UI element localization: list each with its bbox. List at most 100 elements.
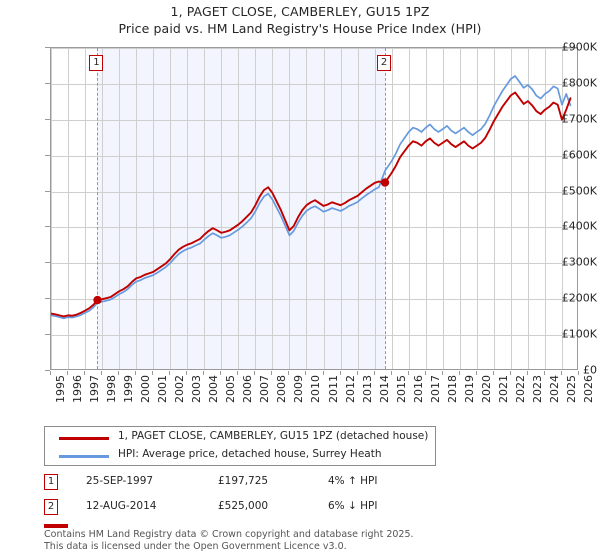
gridline-vertical (102, 48, 103, 369)
gridline-horizontal (51, 156, 577, 157)
y-axis-tick (45, 334, 50, 335)
series-lines (51, 75, 572, 320)
x-axis-tick-label: 2020 (479, 375, 493, 403)
transaction-hpi-delta: 4% ↑ HPI (328, 475, 378, 487)
y-axis-tick-label: £700K (561, 112, 597, 126)
y-axis-tick (45, 47, 50, 48)
y-axis-tick-label: £400K (561, 219, 597, 233)
gridline-vertical (136, 48, 137, 369)
page-title: 1, PAGET CLOSE, CAMBERLEY, GU15 1PZ (170, 4, 430, 19)
gridline-vertical (477, 48, 478, 369)
x-axis-tick-label: 2013 (360, 375, 374, 403)
x-axis-tick-label: 2015 (394, 375, 408, 403)
x-axis-tick (425, 371, 426, 375)
x-axis-tick (50, 371, 51, 375)
transaction-price: £197,725 (218, 475, 269, 487)
y-axis-tick (45, 119, 50, 120)
x-axis-tick (578, 371, 579, 375)
y-axis-tick (45, 83, 50, 84)
x-axis-tick-label: 2021 (496, 375, 510, 403)
y-axis-tick (45, 370, 50, 371)
x-axis-tick (152, 371, 153, 375)
y-axis-tick-label: £600K (561, 148, 597, 162)
page-subtitle: Price paid vs. HM Land Registry's House … (118, 21, 482, 36)
transaction-date: 25-SEP-1997 (86, 475, 154, 487)
x-axis-tick (391, 371, 392, 375)
x-axis-tick (493, 371, 494, 375)
y-axis-tick (45, 298, 50, 299)
gridline-vertical (409, 48, 410, 369)
x-axis-tick-label: 1995 (54, 375, 67, 403)
legend-row-series2: HPI: Average price, detached house, Surr… (45, 446, 435, 466)
x-axis-labels: 1995 1996 1997 1998 1999 2000 2001 2002 2003 2004… (50, 371, 595, 411)
x-axis-tick-label: 2001 (156, 375, 170, 403)
x-axis-tick (527, 371, 528, 375)
x-axis-tick-label: 2003 (190, 375, 204, 403)
gridline-vertical (375, 48, 376, 369)
footer-licence: This data is licensed under the Open Gov… (44, 541, 347, 552)
transaction-marker-line (97, 48, 99, 369)
x-axis-tick-label: 2011 (326, 375, 340, 403)
table-row[interactable]: 1 25-SEP-1997 £197,725 4% ↑ HPI (44, 474, 444, 496)
x-axis-tick-label: 2024 (547, 375, 561, 403)
gridline-vertical (443, 48, 444, 369)
x-axis-tick-label: 2007 (258, 375, 272, 403)
transaction-marker-badge[interactable]: 2 (377, 55, 391, 71)
x-axis-tick (254, 371, 255, 375)
legend-row-series1: 1, PAGET CLOSE, CAMBERLEY, GU15 1PZ (det… (45, 428, 435, 448)
gridline-vertical (272, 48, 273, 369)
x-axis-tick (186, 371, 187, 375)
x-axis-tick-label: 1996 (71, 375, 85, 403)
x-axis-tick-label: 2017 (428, 375, 442, 403)
gridline-horizontal (51, 84, 577, 85)
x-axis-tick-label: 2014 (377, 375, 391, 403)
transaction-index-badge: 1 (44, 474, 58, 490)
x-axis-tick (510, 371, 511, 375)
gridline-vertical (306, 48, 307, 369)
x-axis-tick (544, 371, 545, 375)
y-axis-tick-label: £900K (561, 40, 597, 54)
plot-area (50, 47, 578, 370)
series-line (51, 75, 572, 320)
x-axis-tick (84, 371, 85, 375)
ownership-period-band (97, 48, 385, 369)
x-axis-tick-label: 2018 (445, 375, 459, 403)
x-axis-tick (169, 371, 170, 375)
transaction-marker-badge[interactable]: 1 (89, 55, 104, 71)
gridline-vertical (392, 48, 393, 369)
gridline-vertical (85, 48, 86, 369)
transaction-date: 12-AUG-2014 (86, 500, 157, 512)
x-axis-tick (237, 371, 238, 375)
gridline-vertical (562, 48, 563, 369)
gridline-vertical (358, 48, 359, 369)
gridline-vertical (545, 48, 546, 369)
x-axis-tick-label: 2023 (530, 375, 544, 403)
x-axis-tick (220, 371, 221, 375)
x-axis-tick-label: 2019 (462, 375, 476, 403)
footer-accent-bar (44, 524, 68, 528)
transaction-point[interactable] (380, 178, 390, 187)
x-axis-tick-label: 2004 (207, 375, 221, 403)
transaction-point[interactable] (93, 295, 102, 305)
x-axis-tick-label: 2002 (173, 375, 187, 403)
x-axis-tick (323, 371, 324, 375)
gridline-vertical (289, 48, 290, 369)
x-axis-tick-label: 2009 (292, 375, 306, 403)
gridline-horizontal (51, 120, 577, 121)
x-axis-tick (374, 371, 375, 375)
x-axis-tick-label: 2008 (275, 375, 289, 403)
gridline-vertical (511, 48, 512, 369)
gridline-vertical (238, 48, 239, 369)
chart-legend: 1, PAGET CLOSE, CAMBERLEY, GU15 1PZ (det… (44, 426, 436, 466)
table-row[interactable]: 2 12-AUG-2014 £525,000 6% ↓ HPI (44, 499, 444, 521)
x-axis-tick (408, 371, 409, 375)
gridline-vertical (324, 48, 325, 369)
x-axis-tick-label: 2022 (513, 375, 527, 403)
x-axis-tick-label: 2012 (343, 375, 357, 403)
y-axis-tick-label: £800K (561, 76, 597, 90)
gridline-vertical (170, 48, 171, 369)
legend-label-series2: HPI: Average price, detached house, Surr… (118, 448, 382, 460)
gridline-vertical (460, 48, 461, 369)
x-axis-tick (459, 371, 460, 375)
y-axis-tick (45, 155, 50, 156)
